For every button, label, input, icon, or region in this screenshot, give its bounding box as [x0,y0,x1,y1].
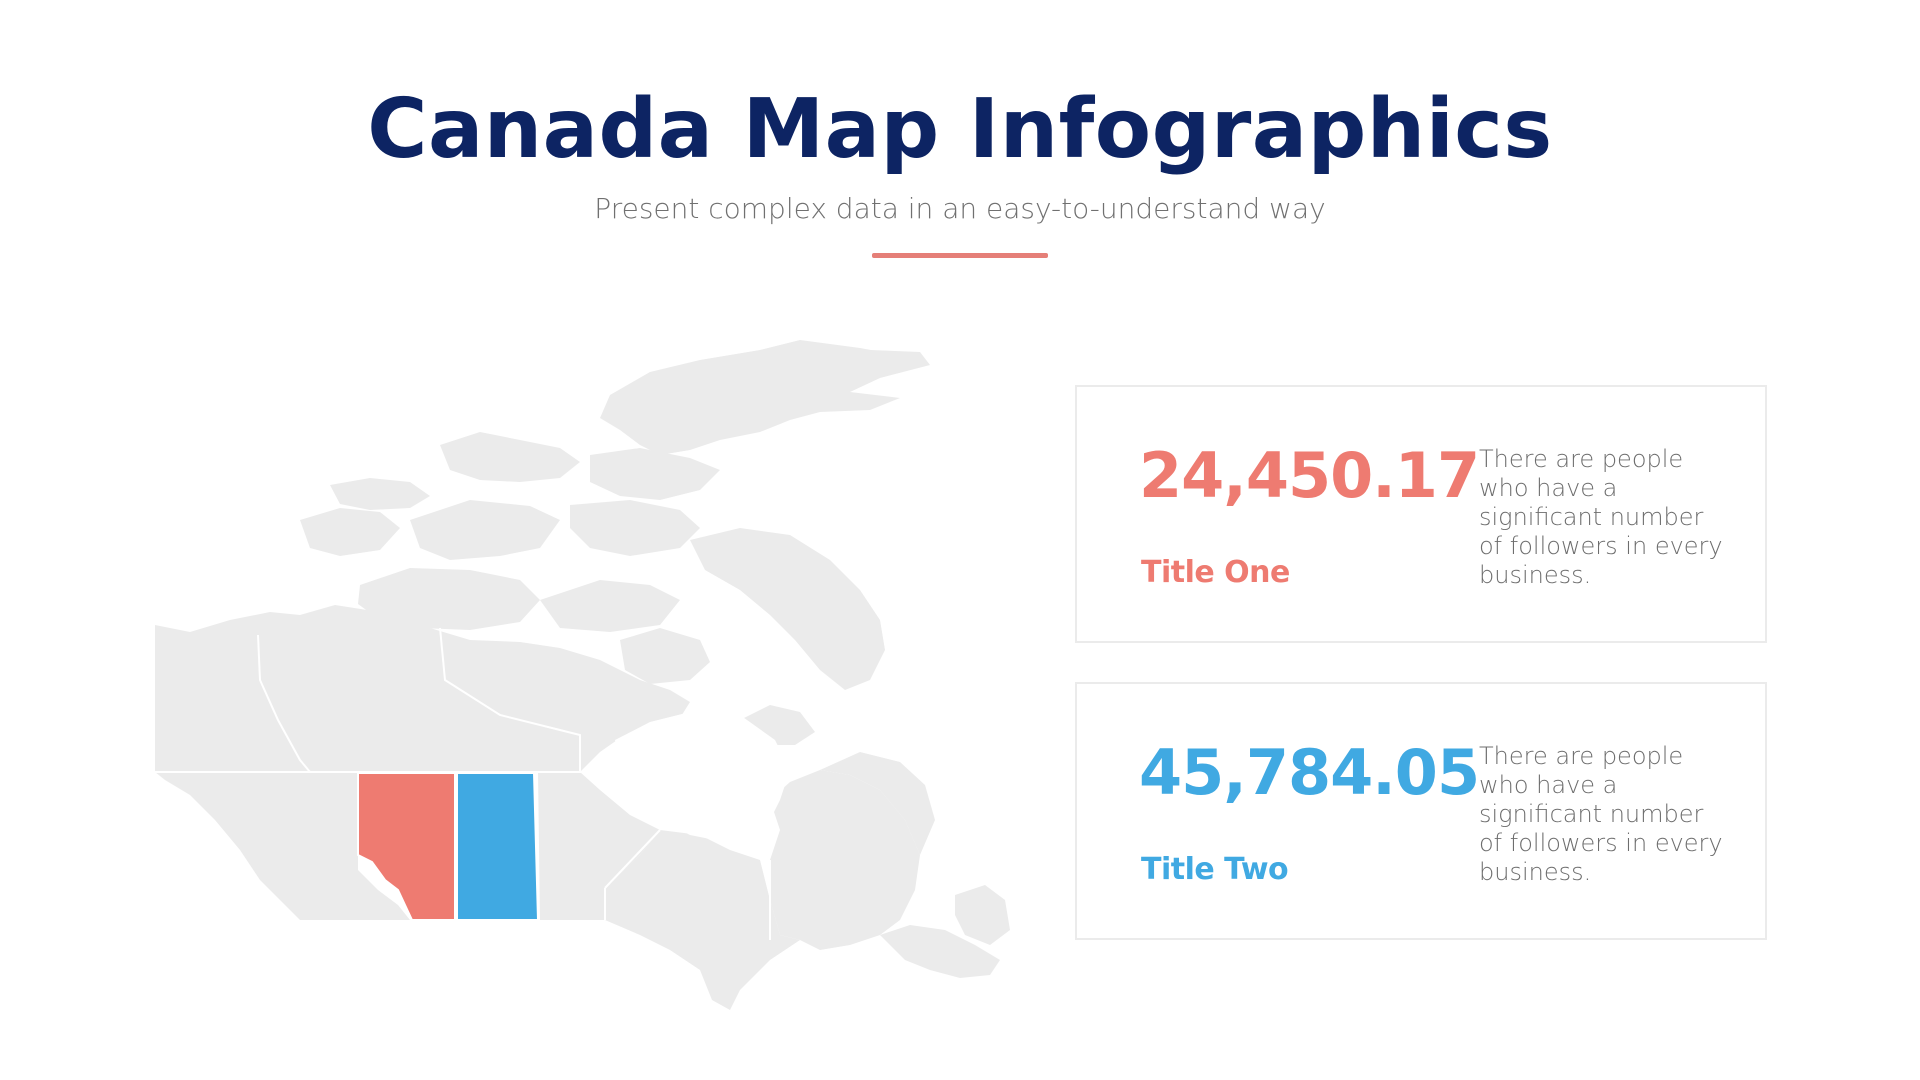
alberta-region [357,772,456,921]
hudson-bay [615,712,790,845]
stat-title: Title Two [1141,852,1289,887]
stat-card-two: 45,784.05 Title Two There are people who… [1075,682,1767,940]
ellesmere-island [760,340,925,398]
ungava [820,752,935,855]
british-columbia [155,772,410,920]
title-divider [872,253,1048,258]
quebec-labrador [770,770,920,950]
stat-value: 45,784.05 [1139,736,1480,809]
stat-value: 24,450.17 [1139,439,1480,512]
victoria-island [358,568,540,630]
stat-title: Title One [1141,555,1290,590]
page-subtitle: Present complex data in an easy-to-under… [594,192,1326,225]
page-title: Canada Map Infographics [367,82,1553,177]
newfoundland [955,885,1010,945]
atlantic-provinces [880,925,1000,978]
stat-card-one: 24,450.17 Title One There are people who… [1075,385,1767,643]
baffin-island [690,528,885,690]
ontario [605,830,800,1010]
saskatchewan-region [456,772,540,921]
manitoba [538,772,660,920]
stat-description: There are people who have a significant … [1479,742,1723,886]
stat-description: There are people who have a significant … [1479,445,1723,589]
northern-territories [155,605,690,772]
